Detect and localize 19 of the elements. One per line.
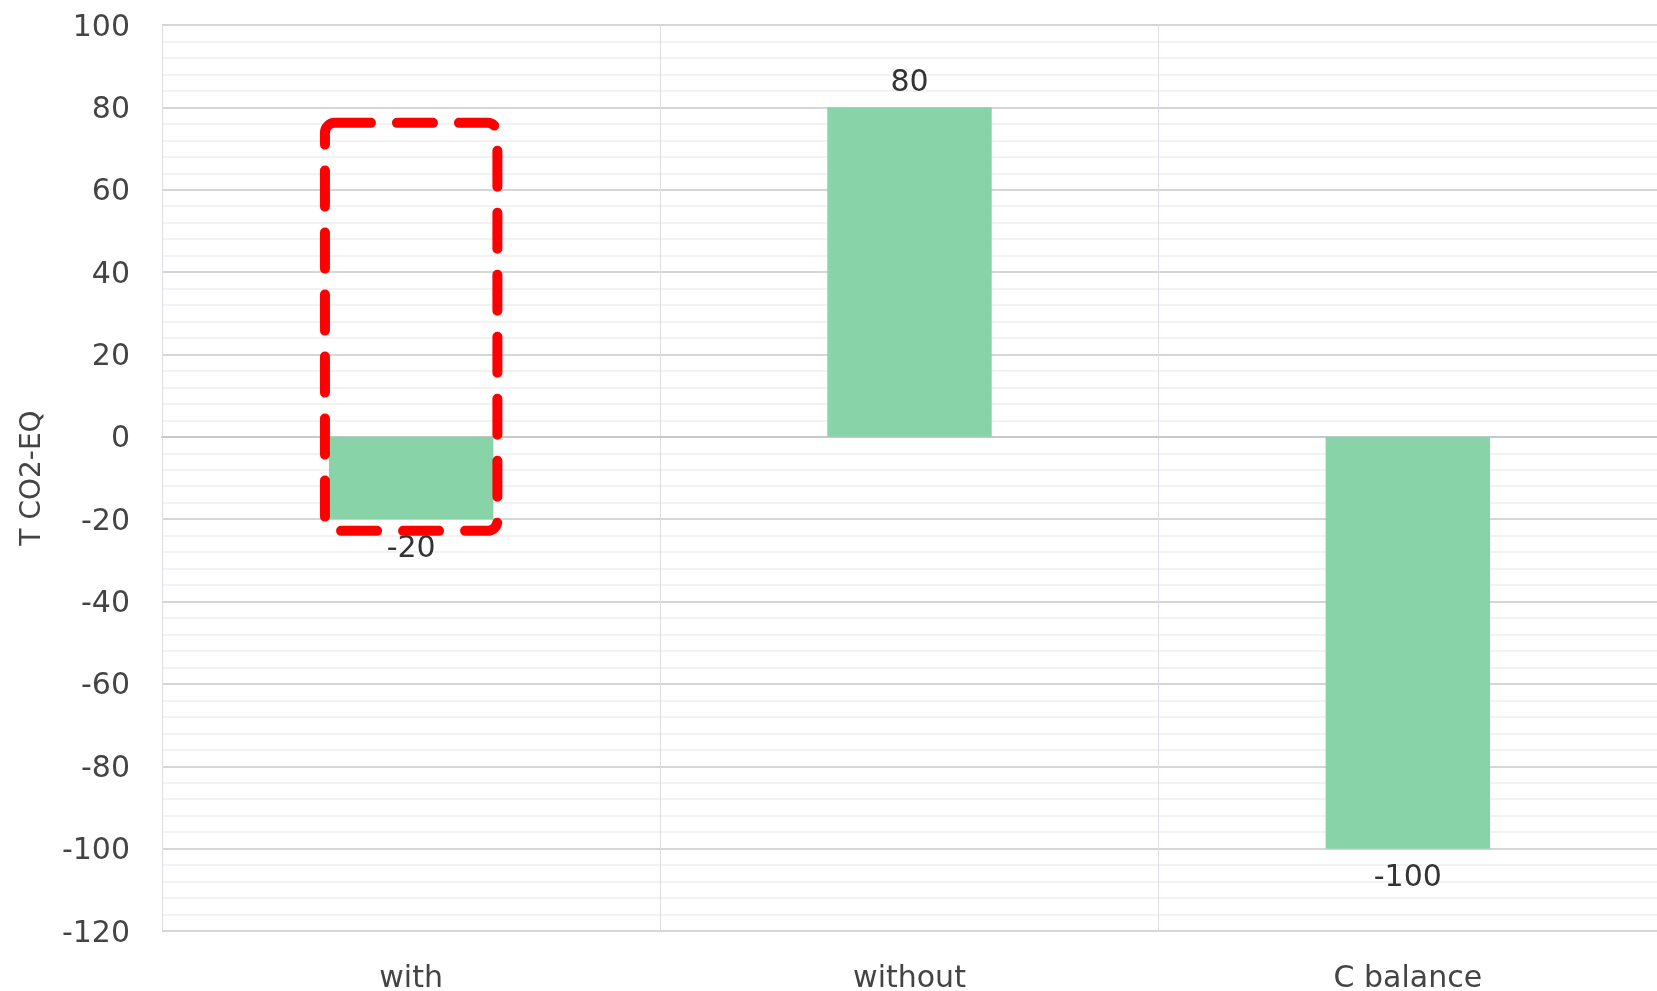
x-tick-label: with: [379, 958, 443, 991]
data-label: 80: [890, 62, 929, 98]
y-tick-label: 40: [91, 254, 130, 290]
x-tick-label: C balance: [1333, 958, 1483, 991]
y-tick-label: 0: [110, 419, 130, 455]
y-tick-label: -120: [61, 913, 130, 949]
y-tick-label: -100: [61, 831, 130, 867]
y-tick-label: 60: [91, 172, 130, 208]
y-tick-label: -40: [81, 584, 130, 620]
data-label: -20: [386, 528, 436, 564]
x-tick-label: without: [853, 958, 967, 991]
data-label: -100: [1373, 858, 1442, 894]
y-tick-label: -60: [81, 666, 130, 702]
y-tick-label: -20: [81, 501, 130, 537]
y-tick-label: 80: [91, 89, 130, 125]
y-tick-label: -80: [81, 748, 130, 784]
y-tick-label: 100: [72, 7, 130, 43]
y-tick-label: 20: [91, 336, 130, 372]
y-axis-title: T CO2-EQ: [13, 410, 47, 547]
